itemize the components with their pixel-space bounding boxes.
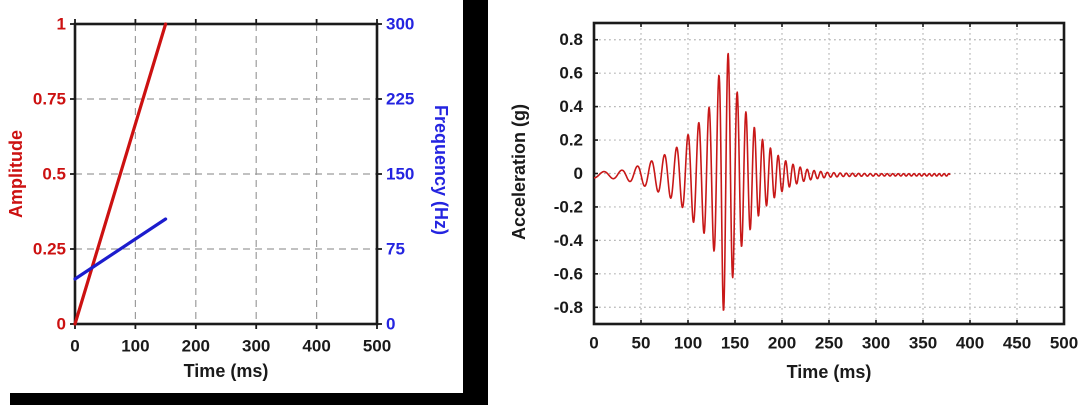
acceleration-tick-label: 0.6 <box>559 64 583 83</box>
amplitude-tick-label: 0.25 <box>33 240 66 259</box>
acceleration-tick-label: -0.6 <box>554 264 583 283</box>
right-x-tick-label: 100 <box>674 334 702 353</box>
right-x-tick-label: 450 <box>1003 334 1031 353</box>
right-plot-area: 0 50 100 150 200 250 300 350 400 450 500 0.8 0.6 0.4 0… <box>554 21 1078 353</box>
acceleration-tick-label: 0.4 <box>559 97 583 116</box>
frequency-tick-label: 300 <box>386 15 414 34</box>
amplitude-tick-label: 0.75 <box>33 90 66 109</box>
right-x-tick-label: 400 <box>956 334 984 353</box>
right-x-tick-label: 300 <box>862 334 890 353</box>
left-plot-area: 0 100 200 300 400 500 0 0.25 0.5 0.75 1 0 75 150 225 30… <box>33 15 414 356</box>
frequency-tick-label: 0 <box>386 315 395 334</box>
right-x-tick-label: 0 <box>589 334 598 353</box>
frequency-sweep-line <box>73 217 168 281</box>
amplitude-axis-title: Amplitude <box>6 130 26 218</box>
acceleration-tick-label: -0.8 <box>554 298 583 317</box>
right-x-tick-label: 250 <box>815 334 843 353</box>
frequency-tick-label: 225 <box>386 90 414 109</box>
acceleration-axis-title: Acceleration (g) <box>509 104 529 240</box>
left-x-tick-label: 0 <box>70 337 79 356</box>
left-x-axis-title: Time (ms) <box>184 361 269 381</box>
acceleration-tick-label: 0.8 <box>559 30 583 49</box>
acceleration-tick-label: 0.2 <box>559 131 583 150</box>
acceleration-chart: 0 50 100 150 200 250 300 350 400 450 500 0.8 0.6 0.4 0… <box>509 21 1078 382</box>
right-x-tick-label: 350 <box>909 334 937 353</box>
amplitude-tick-label: 0.5 <box>42 165 66 184</box>
amplitude-frequency-chart: 0 100 200 300 400 500 0 0.25 0.5 0.75 1 0 75 150 225 30… <box>6 15 451 382</box>
frequency-tick-label: 150 <box>386 165 414 184</box>
amplitude-ramp-line <box>73 22 168 326</box>
left-x-tick-label: 100 <box>121 337 149 356</box>
frequency-axis-title: Frequency (Hz) <box>431 105 451 235</box>
amplitude-tick-label: 0 <box>57 315 66 334</box>
black-divider-vertical <box>463 0 488 405</box>
left-x-tick-label: 300 <box>242 337 270 356</box>
acceleration-tick-label: -0.4 <box>554 231 584 250</box>
left-x-tick-label: 500 <box>363 337 391 356</box>
right-x-axis-title: Time (ms) <box>787 362 872 382</box>
acceleration-tick-label: 0 <box>574 164 583 183</box>
acceleration-signal-line <box>593 52 951 311</box>
right-x-tick-label: 500 <box>1050 334 1078 353</box>
left-x-tick-label: 400 <box>302 337 330 356</box>
right-x-tick-label: 150 <box>721 334 749 353</box>
left-x-tick-label: 200 <box>182 337 210 356</box>
frequency-tick-label: 75 <box>386 240 405 259</box>
acceleration-tick-label: -0.2 <box>554 197 583 216</box>
black-divider-bottom <box>10 393 488 405</box>
right-x-tick-label: 50 <box>632 334 651 353</box>
amplitude-tick-label: 1 <box>57 15 66 34</box>
right-x-tick-label: 200 <box>768 334 796 353</box>
